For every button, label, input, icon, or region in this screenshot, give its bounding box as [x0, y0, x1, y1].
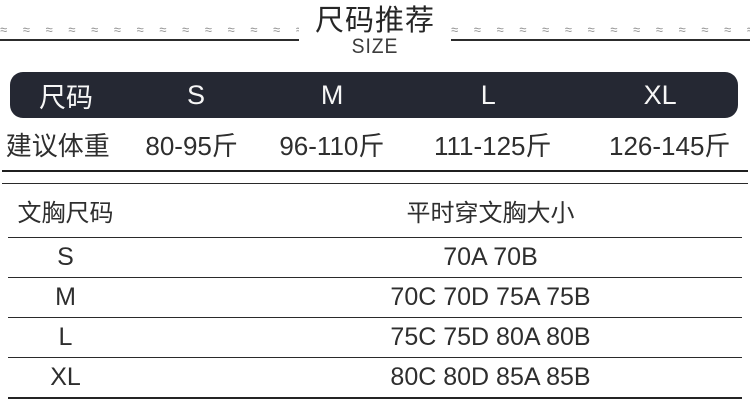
- section-divider: [2, 170, 748, 184]
- weight-cell-m: 96-110斤: [279, 130, 385, 161]
- size-column-header-l: L: [480, 79, 496, 110]
- bra-table-header-row: 文胸尺码 平时穿文胸大小: [8, 184, 742, 238]
- weight-cell-xl: 126-145斤: [609, 130, 731, 161]
- table-row-l: L 75C 75D 80A 80B: [8, 318, 742, 358]
- table-row-s: S 70A 70B: [8, 238, 742, 278]
- wave-decoration-right: ≈ ≈ ≈ ≈ ≈ ≈ ≈ ≈ ≈ ≈ ≈ ≈ ≈ ≈ ≈ ≈ ≈ ≈ ≈ ≈ …: [451, 24, 750, 41]
- row-size-label: M: [55, 283, 76, 311]
- divider-line: [451, 39, 750, 41]
- bra-size-column-label: 文胸尺码: [17, 200, 114, 227]
- size-weight-table: 尺码 S M L XL 建议体重 80-95斤 96-110斤 111-125斤…: [0, 72, 750, 170]
- page-subtitle: SIZE: [351, 35, 399, 58]
- page-title: 尺码推荐: [315, 5, 436, 37]
- row-size-values: 80C 80D 85A 85B: [390, 363, 591, 391]
- row-size-values: 70C 70D 75A 75B: [390, 283, 591, 311]
- table-row-xl: XL 80C 80D 85A 85B: [8, 358, 742, 399]
- wave-decoration-left: ≈ ≈ ≈ ≈ ≈ ≈ ≈ ≈ ≈ ≈ ≈ ≈ ≈ ≈ ≈ ≈ ≈ ≈ ≈ ≈ …: [0, 24, 299, 41]
- weight-row: 建议体重 80-95斤 96-110斤 111-125斤 126-145斤: [0, 118, 750, 170]
- weight-row-label: 建议体重: [5, 130, 110, 161]
- bra-size-table: 文胸尺码 平时穿文胸大小 S 70A 70B M 70C 70D 75A 75B…: [8, 184, 742, 399]
- row-size-label: S: [57, 243, 74, 271]
- table-row-m: M 70C 70D 75A 75B: [8, 278, 742, 318]
- divider-line: [0, 39, 299, 41]
- row-size-label: XL: [50, 363, 81, 391]
- weight-cell-s: 80-95斤: [145, 130, 238, 161]
- wave-line-icon: ≈ ≈ ≈ ≈ ≈ ≈ ≈ ≈ ≈ ≈ ≈ ≈ ≈ ≈ ≈ ≈ ≈ ≈ ≈ ≈ …: [451, 24, 750, 37]
- size-column-header: 尺码: [39, 82, 94, 113]
- size-column-header-m: M: [320, 79, 344, 110]
- size-column-header-s: S: [186, 79, 205, 110]
- row-size-values: 70A 70B: [443, 243, 538, 271]
- weight-cell-l: 111-125斤: [433, 130, 552, 161]
- size-table-header-bar: 尺码 S M L XL: [10, 72, 738, 118]
- row-size-label: L: [58, 323, 73, 351]
- bra-usual-size-column-label: 平时穿文胸大小: [406, 200, 575, 227]
- row-size-values: 75C 75D 80A 80B: [390, 323, 591, 351]
- wave-line-icon: ≈ ≈ ≈ ≈ ≈ ≈ ≈ ≈ ≈ ≈ ≈ ≈ ≈ ≈ ≈ ≈ ≈ ≈ ≈ ≈ …: [0, 24, 299, 37]
- header-section: ≈ ≈ ≈ ≈ ≈ ≈ ≈ ≈ ≈ ≈ ≈ ≈ ≈ ≈ ≈ ≈ ≈ ≈ ≈ ≈ …: [0, 0, 750, 68]
- title-block: 尺码推荐 SIZE: [299, 6, 451, 58]
- size-column-header-xl: XL: [643, 79, 677, 110]
